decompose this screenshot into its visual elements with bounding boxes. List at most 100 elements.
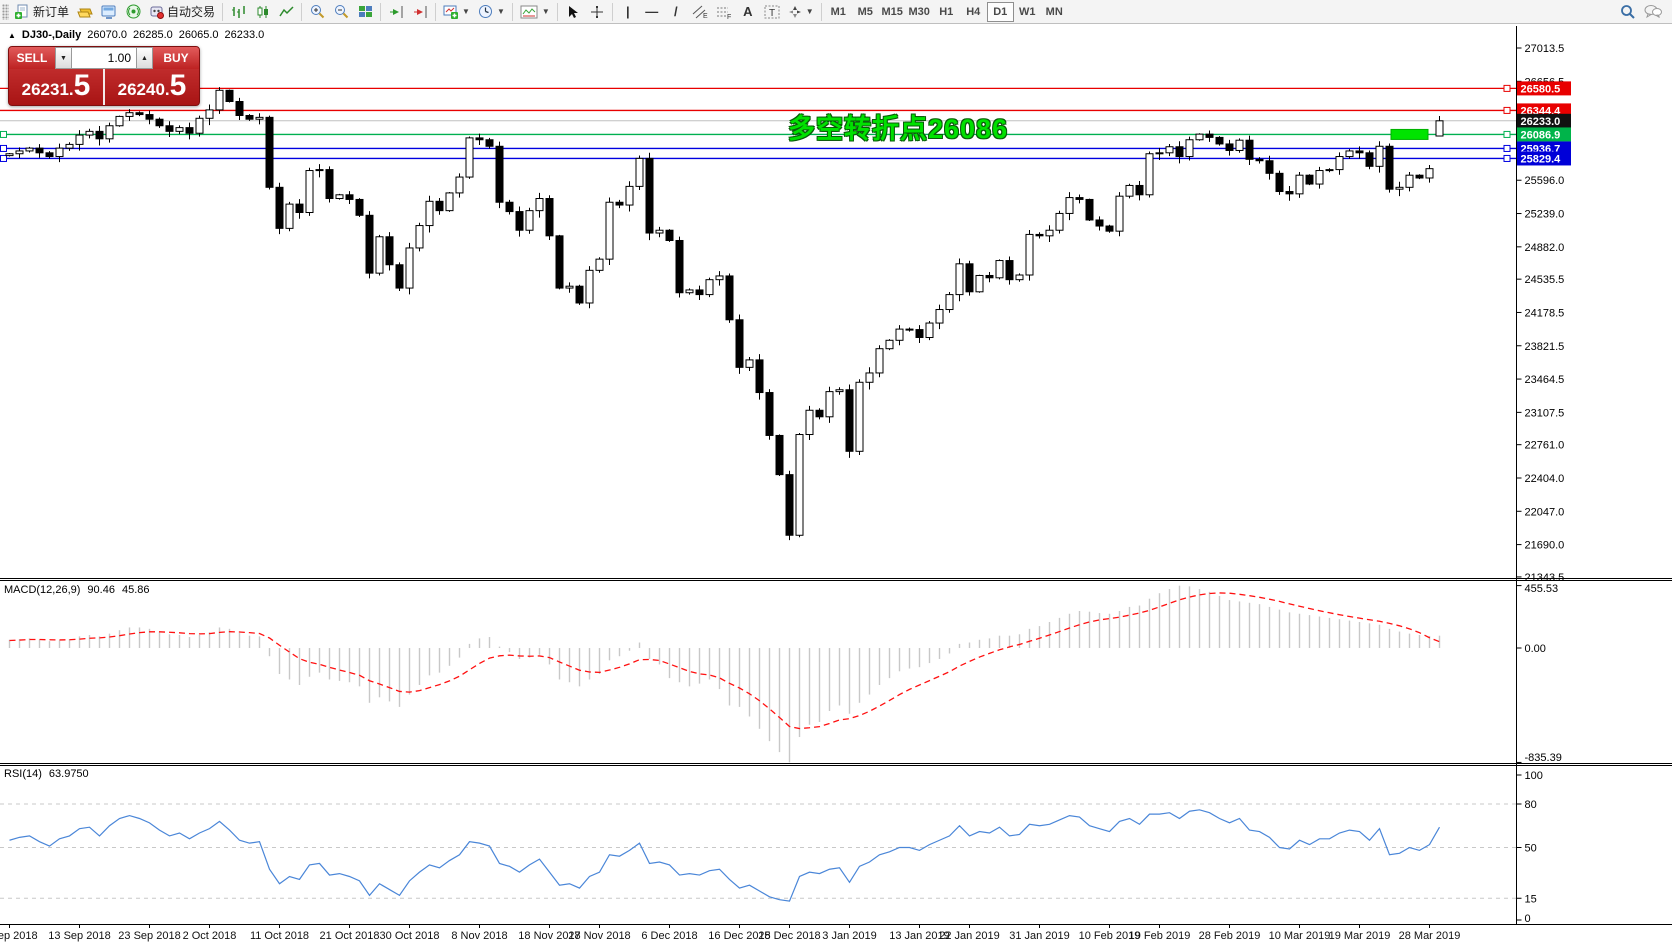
timeframe-m5[interactable]: M5 (852, 2, 879, 22)
buy-price[interactable]: 26240. 5 (117, 69, 187, 102)
chart-symbol-header: ▲ DJ30-,Daily 26070.0 26285.0 26065.0 26… (8, 29, 264, 41)
candle-body (165, 125, 174, 132)
auto-trading-button[interactable]: 自动交易 (145, 1, 219, 23)
line-handle[interactable] (1503, 84, 1511, 92)
line-handle[interactable] (1503, 106, 1511, 114)
new-order-button[interactable]: 新订单 (11, 1, 73, 23)
highlight-segment[interactable] (1390, 128, 1429, 140)
line-handle[interactable] (0, 130, 7, 138)
favorites-button[interactable] (73, 1, 97, 23)
chart-shift-button[interactable] (408, 1, 432, 23)
toolbar-grip[interactable] (2, 3, 9, 20)
candle-body (1335, 156, 1344, 171)
candle-body (865, 372, 874, 383)
arrows-tool-button[interactable]: ▼ (784, 1, 818, 23)
symbol-name: DJ30-,Daily (21, 29, 82, 41)
candle-body (285, 203, 294, 229)
sell-button[interactable]: SELL (9, 47, 55, 69)
price-badge-label: 26233.0 (1521, 116, 1561, 128)
channel-tool-button[interactable]: E (688, 1, 712, 23)
chart-annotation-text[interactable]: 多空转折点26086 (788, 114, 1009, 144)
candle-body (245, 114, 254, 120)
periods-caret: ▼ (496, 7, 505, 16)
horizontal-line-tool-button[interactable]: — (640, 1, 664, 23)
line-handle[interactable] (0, 144, 7, 152)
timeframe-d1[interactable]: D1 (986, 1, 1014, 22)
label-tool-button[interactable]: T (760, 1, 784, 23)
candle-body (425, 200, 434, 227)
candle-body (985, 274, 994, 279)
auto-scroll-button[interactable] (384, 1, 408, 23)
candle-body (805, 409, 814, 436)
market-watch-button[interactable] (97, 1, 121, 23)
timeframe-h1[interactable]: H1 (933, 2, 960, 22)
zoom-in-button[interactable] (305, 1, 329, 23)
rsi-value: 63.9750 (48, 768, 89, 780)
zoom-out-icon (334, 5, 348, 19)
candle-body (65, 143, 74, 149)
timeframe-m1[interactable]: M1 (825, 2, 852, 22)
text-tool-button[interactable]: A (736, 1, 760, 23)
chat-icon (1644, 5, 1662, 19)
candle-body (375, 236, 384, 274)
ohlc-close: 26233.0 (224, 29, 265, 41)
candle-body (905, 328, 914, 331)
buy-button[interactable]: BUY (153, 47, 199, 69)
candle-body (495, 145, 504, 203)
timeframe-w1[interactable]: W1 (1014, 2, 1041, 22)
search-button[interactable] (1616, 1, 1640, 23)
timeframe-m15[interactable]: M15 (879, 2, 906, 22)
tile-windows-button[interactable] (353, 1, 377, 23)
candle-body (85, 130, 94, 136)
date-label: 22 Jan 2019 (939, 930, 1000, 942)
timeframe-h4[interactable]: H4 (960, 2, 987, 22)
symbol-collapse-icon[interactable]: ▲ (8, 30, 16, 40)
indicators-caret: ▼ (541, 7, 550, 16)
chat-button[interactable] (1640, 1, 1666, 23)
line-chart-mode-button[interactable] (274, 1, 298, 23)
candle-body (155, 118, 164, 127)
indicators-button[interactable]: ▼ (516, 1, 554, 23)
axis-tick-label: 23821.5 (1525, 341, 1565, 353)
date-label: 30 Oct 2018 (380, 930, 440, 942)
candle-body (1075, 197, 1084, 200)
candle-body (645, 157, 654, 234)
candle-body (575, 285, 584, 304)
line-handle[interactable] (1503, 144, 1511, 152)
rsi-axis-label: 100 (1525, 770, 1543, 782)
periods-button[interactable]: ▼ (474, 1, 509, 23)
volume-increase-button[interactable]: ▲ (136, 47, 153, 69)
bar-chart-mode-button[interactable] (226, 1, 250, 23)
cursor-tool-button[interactable] (561, 1, 585, 23)
candle-body (1295, 174, 1304, 195)
fibonacci-tool-button[interactable]: F (712, 1, 736, 23)
sell-price[interactable]: 26231. 5 (21, 69, 91, 102)
timeframe-m30[interactable]: M30 (906, 2, 933, 22)
candle-body (1125, 184, 1134, 197)
candle-body (385, 236, 394, 266)
indicators-icon (520, 5, 538, 18)
vertical-line-tool-button[interactable]: | (616, 1, 640, 23)
candle-body (475, 137, 484, 141)
candle-body (855, 381, 864, 452)
rsi-axis-label: 80 (1525, 799, 1537, 811)
signals-button[interactable] (121, 1, 145, 23)
candle-body (415, 225, 424, 249)
volume-input[interactable] (72, 47, 136, 69)
candle-chart-mode-button[interactable] (250, 1, 274, 23)
candle-body (295, 203, 304, 214)
line-handle[interactable] (0, 154, 7, 162)
new-chart-button[interactable]: ▼ (439, 1, 474, 23)
timeframe-mn[interactable]: MN (1041, 2, 1068, 22)
line-handle[interactable] (1503, 154, 1511, 162)
volume-decrease-button[interactable]: ▼ (55, 47, 72, 69)
price-divider (103, 69, 105, 105)
candle-body (845, 389, 854, 452)
rsi-line (9, 809, 1441, 902)
crosshair-tool-button[interactable] (585, 1, 609, 23)
trendline-tool-button[interactable]: / (664, 1, 688, 23)
line-handle[interactable] (1503, 130, 1511, 138)
price-badge-label: 26580.5 (1521, 83, 1561, 95)
zoom-out-button[interactable] (329, 1, 353, 23)
candle-body (95, 130, 104, 140)
